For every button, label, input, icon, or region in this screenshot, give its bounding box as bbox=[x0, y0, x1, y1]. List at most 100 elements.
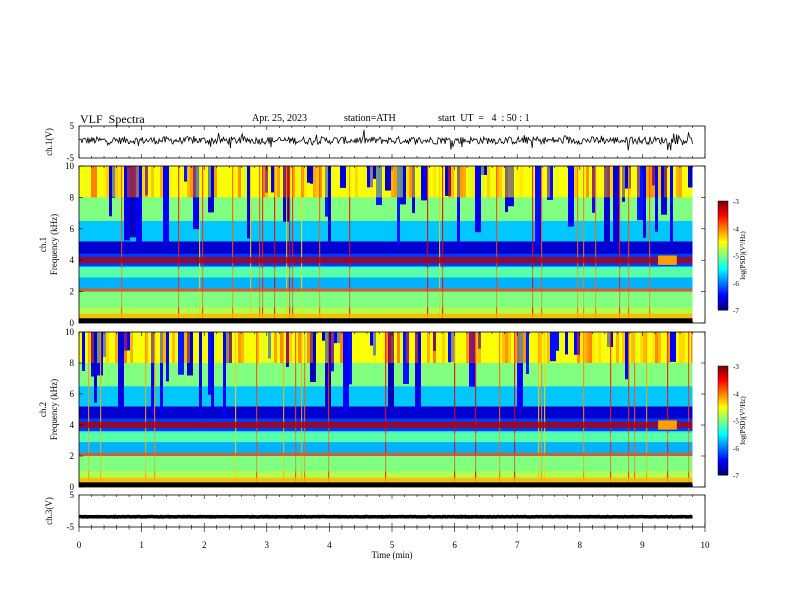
ch2-spectrogram-colorbar-cell bbox=[718, 444, 728, 447]
ch1-spectrogram-colorbar-cell bbox=[718, 282, 728, 286]
ch1-spectrogram-hf-speckle bbox=[316, 166, 319, 198]
ch2-spectrogram-hf-speckle bbox=[667, 332, 670, 363]
ch1-spectrogram-hf-speckle bbox=[370, 166, 373, 198]
ch2-spectrogram-colorbar-cell bbox=[718, 389, 728, 392]
ch1-spectrogram-dark-column bbox=[139, 166, 142, 174]
ch2-spectrogram-hf-speckle bbox=[469, 332, 472, 363]
ch2-spectrogram-sferic bbox=[541, 332, 543, 487]
ch2-spectrogram-sferic bbox=[628, 332, 630, 487]
ch2-spectrogram-hf-speckle bbox=[310, 332, 313, 363]
ch1-spectrogram-hf-speckle bbox=[214, 166, 217, 198]
ch1-spectrogram-hf-speckle bbox=[391, 166, 394, 198]
ch2-spectrogram-hf-speckle bbox=[151, 332, 154, 363]
ch2-spectrogram-hf-speckle bbox=[88, 332, 91, 363]
ch2-spectrogram-hf-speckle bbox=[226, 332, 229, 363]
x-axis-tick-label: 10 bbox=[701, 540, 711, 550]
ch2-spectrogram-hf-speckle bbox=[682, 332, 685, 363]
ch1-spectrogram-signal-band bbox=[79, 257, 693, 264]
ch1-spectrogram-hf-speckle bbox=[676, 166, 679, 198]
ch1-spectrogram-hf-speckle bbox=[580, 166, 583, 198]
ch1-spectrogram-hf-speckle bbox=[430, 166, 433, 198]
ch2-spectrogram-colorbar-cell bbox=[718, 418, 728, 421]
ch1-spectrogram-sferic bbox=[199, 166, 201, 323]
ch2-spectrogram-dark-column bbox=[625, 332, 628, 380]
ch2-spectrogram-hf-speckle bbox=[238, 332, 241, 363]
ch2-spectrogram-colorbar-cell bbox=[718, 456, 728, 460]
ch1-spectrogram-dark-column bbox=[421, 166, 427, 201]
ch1-spectrogram-hf-speckle bbox=[181, 166, 184, 198]
ch2-spectrogram-colorbar-cell bbox=[718, 465, 728, 469]
ch2-spectrogram-hf-speckle bbox=[427, 332, 430, 363]
ch1-spectrogram-colorbar-cell bbox=[718, 248, 728, 251]
ch1-waveform-trace bbox=[78, 129, 693, 151]
ch1-spectrogram-dark-column bbox=[688, 166, 694, 188]
ch1-spectrogram-dark-column bbox=[247, 166, 250, 239]
ch2-spectrogram-hf-speckle bbox=[514, 332, 517, 363]
ch1-spectrogram-colorbar-cell bbox=[718, 219, 728, 222]
ch2-spectrogram-hf-speckle bbox=[679, 332, 682, 363]
ch2-spectrogram-ylabel-channel: ch.2 bbox=[38, 402, 48, 417]
ch2-spectrogram-colorbar-cell bbox=[718, 400, 728, 403]
ch2-spectrogram-colorbar-cell bbox=[718, 387, 728, 391]
ch1-spectrogram-colorbar-tick-label: -4 bbox=[733, 225, 739, 233]
ch1-spectrogram-colorbar-cell bbox=[718, 304, 728, 307]
ch1-waveform-ytick-label: -5 bbox=[67, 153, 75, 163]
ch2-spectrogram-colorbar-cell bbox=[718, 447, 728, 451]
ch1-spectrogram-colorbar-cell bbox=[718, 306, 728, 309]
ch1-spectrogram-colorbar-cell bbox=[718, 251, 728, 255]
ch1-spectrogram-dark-column bbox=[109, 166, 112, 217]
ch1-spectrogram-colorbar-cell bbox=[718, 302, 728, 306]
ch2-spectrogram-hf-speckle bbox=[373, 332, 376, 363]
ch1-spectrogram-colorbar-cell bbox=[718, 300, 728, 304]
ch1-spectrogram-dark-column bbox=[670, 166, 673, 242]
date-label: Apr. 25, 2023 bbox=[252, 113, 307, 124]
ch1-spectrogram-hf-speckle bbox=[313, 166, 316, 198]
ch2-spectrogram-hf-speckle bbox=[616, 332, 619, 363]
ch2-spectrogram-colorbar-cell bbox=[718, 382, 728, 385]
ch2-spectrogram-hf-speckle bbox=[658, 332, 661, 363]
ch1-spectrogram-colorbar-cell bbox=[718, 308, 728, 311]
ch2-spectrogram-hf-speckle bbox=[304, 332, 307, 363]
ch2-spectrogram-hf-speckle bbox=[466, 332, 469, 363]
ch1-spectrogram-hf-speckle bbox=[244, 166, 247, 198]
ch2-spectrogram-hf-speckle bbox=[388, 332, 391, 363]
x-axis-tick-label: 6 bbox=[452, 540, 457, 550]
ch1-spectrogram-sferic bbox=[583, 166, 585, 323]
ch2-spectrogram-colorbar-cell bbox=[718, 440, 728, 443]
ch2-spectrogram-colorbar-cell bbox=[718, 442, 728, 445]
ch2-spectrogram-hf-speckle bbox=[451, 332, 454, 363]
ch1-spectrogram-hf-speckle bbox=[136, 166, 139, 198]
ch2-spectrogram-hf-speckle bbox=[394, 332, 397, 363]
ch1-spectrogram-hf-speckle bbox=[505, 166, 508, 198]
ch2-spectrogram-colorbar-cell bbox=[718, 416, 728, 420]
ch1-spectrogram-dark-column bbox=[457, 166, 460, 244]
ch2-spectrogram-hf-speckle bbox=[382, 332, 385, 363]
ch2-spectrogram-hf-speckle bbox=[502, 332, 505, 363]
ch2-spectrogram-hf-speckle bbox=[280, 332, 283, 363]
ch1-spectrogram-hf-speckle bbox=[133, 166, 136, 198]
ch2-spectrogram-hf-speckle bbox=[607, 332, 610, 363]
ch1-spectrogram-sferic bbox=[202, 166, 204, 323]
ch1-spectrogram-dark-column bbox=[130, 166, 136, 238]
ch2-spectrogram-hf-speckle bbox=[307, 332, 310, 363]
ch2-spectrogram-hf-speckle bbox=[436, 332, 439, 363]
ch2-spectrogram-hf-speckle bbox=[415, 332, 418, 363]
ch1-spectrogram-sferic bbox=[532, 166, 534, 323]
ch2-spectrogram-colorbar-cell bbox=[718, 367, 728, 371]
ch1-spectrogram-sferic bbox=[439, 166, 441, 323]
ch1-spectrogram-hf-speckle bbox=[127, 166, 130, 198]
ch1-spectrogram-hf-speckle bbox=[196, 166, 199, 198]
ch1-spectrogram-hf-speckle bbox=[565, 166, 568, 198]
ch1-spectrogram-colorbar-cell bbox=[718, 264, 728, 267]
ch2-spectrogram-sferic bbox=[235, 332, 237, 487]
ch1-spectrogram-panel: 0 2 4 6 8 10 ch.1 Frequency (kHz) bbox=[38, 161, 706, 328]
ch2-spectrogram-sferic bbox=[154, 332, 156, 487]
ch1-spectrogram-colorbar-cell bbox=[718, 257, 728, 260]
ch1-spectrogram-colorbar-cell bbox=[718, 208, 728, 211]
ch1-spectrogram-colorbar-cell bbox=[718, 244, 728, 247]
ch2-spectrogram-hf-speckle bbox=[583, 332, 586, 363]
ch3-waveform-ylabel: ch.3(V) bbox=[44, 497, 54, 525]
ch1-spectrogram-sferic bbox=[286, 166, 288, 323]
ch2-spectrogram-hf-speckle bbox=[124, 332, 127, 363]
ch1-spectrogram-hf-speckle bbox=[130, 166, 133, 198]
